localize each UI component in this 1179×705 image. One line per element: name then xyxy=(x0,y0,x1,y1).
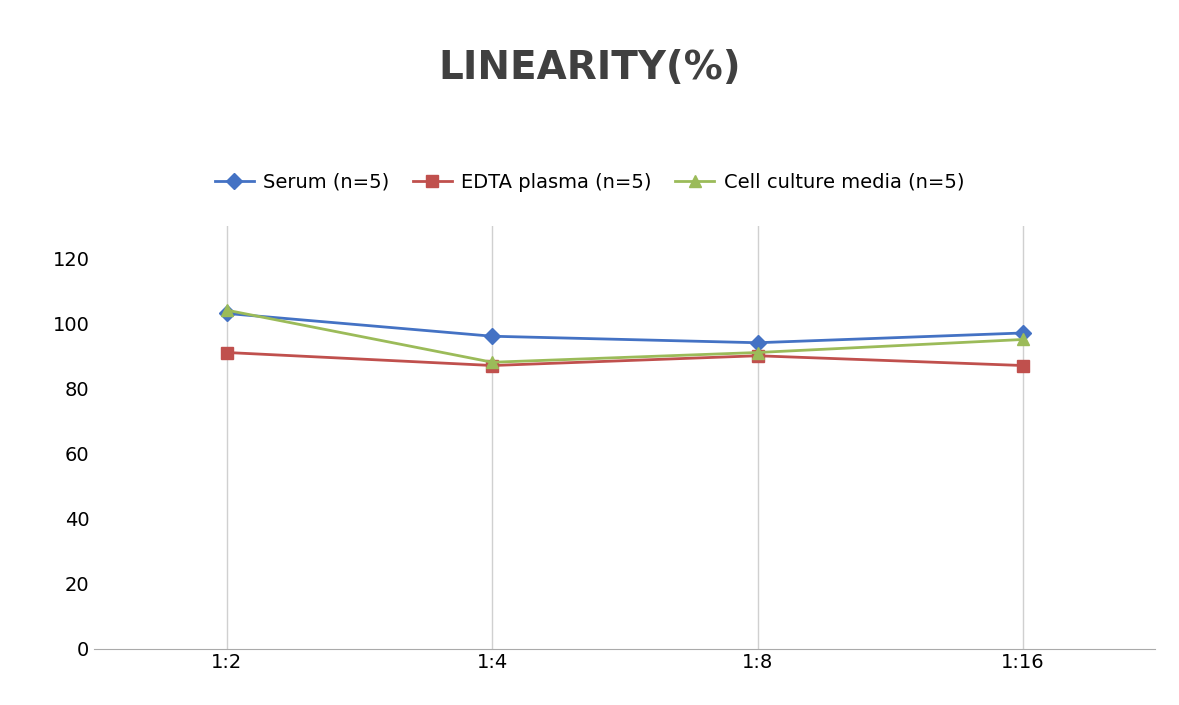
Cell culture media (n=5) xyxy=(751,348,765,357)
Line: EDTA plasma (n=5): EDTA plasma (n=5) xyxy=(222,347,1028,371)
EDTA plasma (n=5) xyxy=(751,352,765,360)
Cell culture media (n=5) xyxy=(486,358,500,367)
Serum (n=5) xyxy=(1016,329,1030,337)
Serum (n=5) xyxy=(220,309,235,318)
Serum (n=5) xyxy=(751,338,765,347)
EDTA plasma (n=5) xyxy=(220,348,235,357)
Line: Serum (n=5): Serum (n=5) xyxy=(222,308,1028,348)
EDTA plasma (n=5) xyxy=(1016,361,1030,369)
EDTA plasma (n=5) xyxy=(486,361,500,369)
Cell culture media (n=5) xyxy=(220,306,235,314)
Serum (n=5) xyxy=(486,332,500,341)
Legend: Serum (n=5), EDTA plasma (n=5), Cell culture media (n=5): Serum (n=5), EDTA plasma (n=5), Cell cul… xyxy=(206,165,973,200)
Cell culture media (n=5) xyxy=(1016,336,1030,344)
Line: Cell culture media (n=5): Cell culture media (n=5) xyxy=(220,304,1029,369)
Text: LINEARITY(%): LINEARITY(%) xyxy=(439,49,740,87)
